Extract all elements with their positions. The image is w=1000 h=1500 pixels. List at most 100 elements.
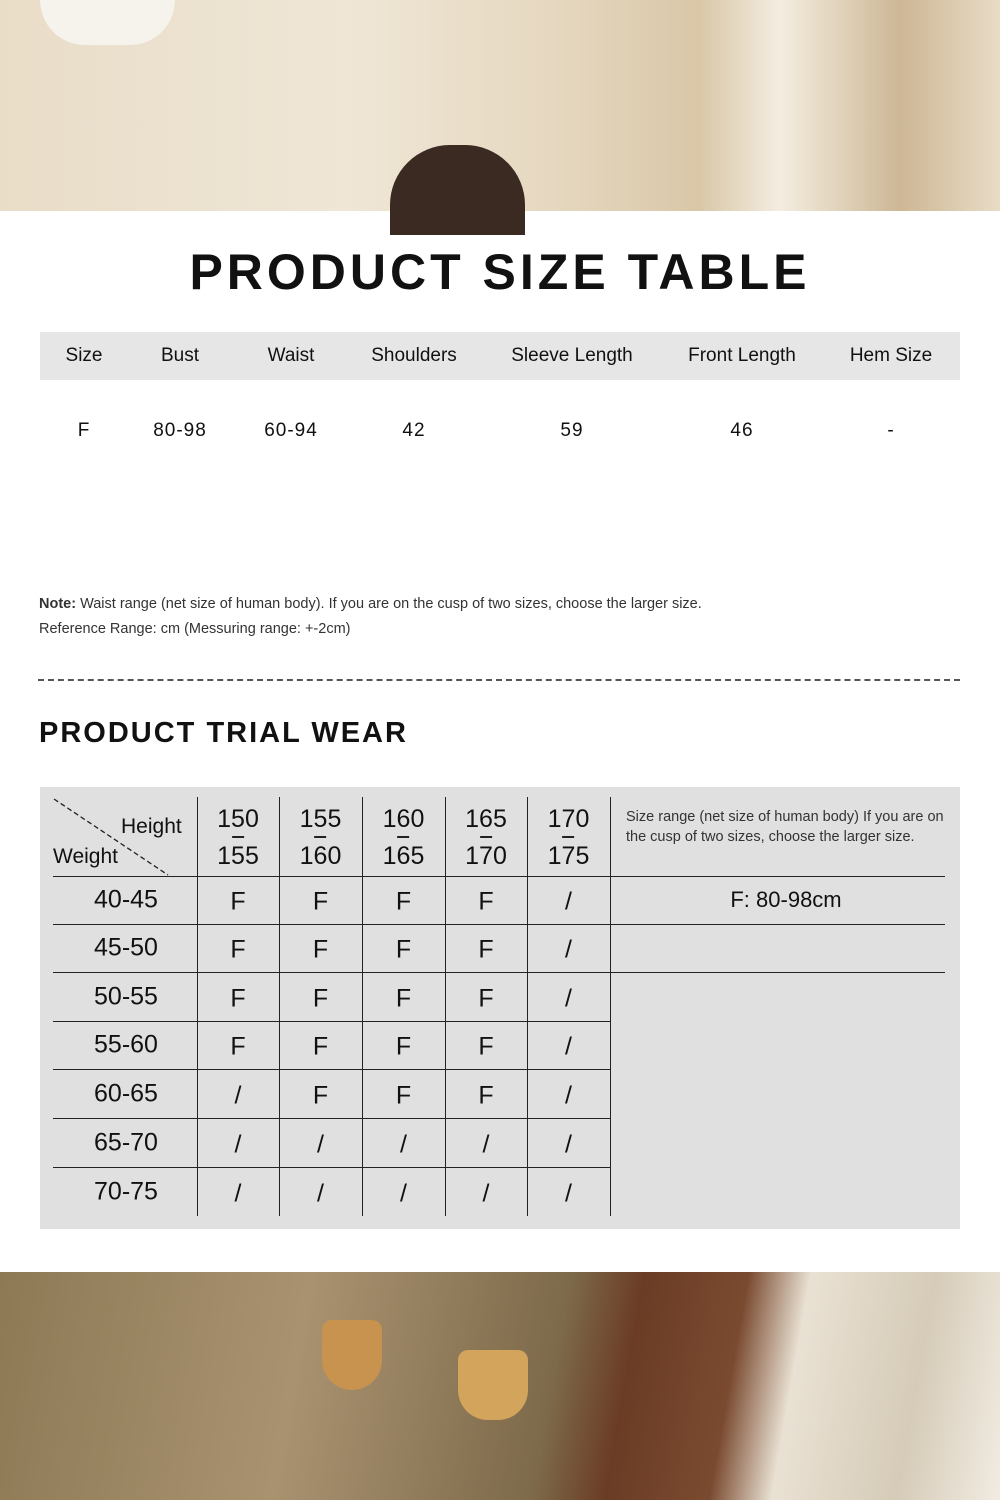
size-value: F: 80-98cm xyxy=(730,887,842,912)
range-dash xyxy=(562,836,575,838)
size-table-title: PRODUCT SIZE TABLE xyxy=(189,244,811,300)
height-from: 155 xyxy=(299,805,342,833)
weight-label: 60-65 xyxy=(94,1079,158,1107)
table-cell: 59 xyxy=(560,420,584,441)
column-header: Hem Size xyxy=(849,345,933,366)
weight-label: 45-50 xyxy=(94,933,158,962)
column-line xyxy=(610,797,611,1216)
height-to: 160 xyxy=(299,842,342,870)
height-to: 170 xyxy=(465,842,507,870)
size-table-header xyxy=(40,332,960,380)
size-cell: F xyxy=(478,984,494,1012)
size-cell: / xyxy=(234,1081,242,1109)
height-to: 165 xyxy=(382,842,425,870)
corner-height-label: Height xyxy=(121,815,182,838)
top-photo xyxy=(0,0,1000,235)
table-cell: - xyxy=(887,420,895,441)
size-cell: / xyxy=(317,1179,324,1207)
table-cell: 46 xyxy=(730,420,754,441)
table-cell: F xyxy=(77,420,91,441)
weight-label: 55-60 xyxy=(94,1030,158,1059)
height-to: 155 xyxy=(217,842,259,870)
weight-label: 65-70 xyxy=(94,1128,158,1156)
table-cell: 80-98 xyxy=(153,420,207,441)
size-cell: / xyxy=(234,1179,242,1207)
size-cell: F xyxy=(478,1081,494,1109)
size-cell: F xyxy=(312,887,329,916)
height-from: 165 xyxy=(465,805,507,833)
table-cell: 42 xyxy=(402,420,426,441)
note-text: Waist range (net size of human body). If… xyxy=(76,596,702,612)
model-head xyxy=(390,145,525,235)
column-header: Sleeve Length xyxy=(511,345,633,366)
reference-range: Reference Range: cm (Messuring range: +-… xyxy=(39,621,351,637)
size-cell: F xyxy=(395,1032,412,1061)
trial-wear-title: PRODUCT TRIAL WEAR xyxy=(39,717,408,749)
table-cell: 60-94 xyxy=(264,420,318,441)
column-line xyxy=(527,797,528,1216)
ceiling-lamp xyxy=(40,0,175,45)
row-line xyxy=(53,1118,610,1119)
column-line xyxy=(445,797,446,1216)
size-cell: F xyxy=(230,1032,246,1061)
column-header: Waist xyxy=(267,345,315,366)
size-cell: / xyxy=(482,1130,490,1158)
size-cell: F xyxy=(478,887,494,916)
size-cell: F xyxy=(312,1032,329,1061)
size-cell: / xyxy=(565,1081,572,1109)
size-cell: / xyxy=(400,1179,407,1207)
size-cell: F xyxy=(478,935,494,964)
size-cell: F xyxy=(230,984,246,1012)
row-line xyxy=(53,1167,610,1168)
weight-label: 40-45 xyxy=(94,885,158,914)
size-cell: F xyxy=(395,935,412,964)
dashed-divider xyxy=(38,679,960,681)
size-cell: F xyxy=(312,935,329,964)
row-line xyxy=(53,972,945,973)
size-cell: F xyxy=(395,887,412,916)
size-cell: / xyxy=(565,1130,572,1158)
row-line xyxy=(53,1021,610,1022)
height-from: 170 xyxy=(547,805,590,833)
note-label: Note: xyxy=(39,596,77,612)
column-header: Shoulders xyxy=(371,345,457,366)
size-cell: F xyxy=(478,1032,494,1061)
weight-label: 70-75 xyxy=(94,1177,158,1205)
size-cell: / xyxy=(565,1032,572,1061)
shoe xyxy=(322,1320,382,1390)
shoe xyxy=(458,1350,528,1420)
size-cell: F xyxy=(312,1081,329,1109)
height-header: 150 155 xyxy=(217,801,259,875)
corner-weight-label: Weight xyxy=(53,845,118,868)
range-dash xyxy=(397,836,410,838)
size-cell: / xyxy=(317,1130,324,1158)
height-header: 160 165 xyxy=(383,801,425,875)
size-cell: / xyxy=(565,1179,572,1207)
size-cell: F xyxy=(312,984,329,1012)
range-dash xyxy=(314,836,327,838)
height-from: 160 xyxy=(382,805,425,833)
size-cell: F xyxy=(230,887,246,916)
column-header: Front Length xyxy=(688,345,796,366)
range-dash xyxy=(480,836,492,838)
height-to: 175 xyxy=(547,842,590,870)
size-cell: F xyxy=(230,935,246,964)
row-line xyxy=(53,1069,610,1070)
note-line: Note: Waist range (net size of human bod… xyxy=(39,596,702,612)
height-from: 150 xyxy=(217,805,259,833)
size-cell: / xyxy=(482,1179,490,1207)
column-header: Bust xyxy=(160,345,200,366)
column-line xyxy=(279,797,280,1216)
column-line xyxy=(197,797,198,1216)
size-cell: / xyxy=(565,887,572,916)
column-header: Size xyxy=(65,345,103,366)
row-line xyxy=(53,924,945,925)
height-header: 165 170 xyxy=(465,801,507,875)
height-header: 170 175 xyxy=(548,801,590,875)
column-line xyxy=(362,797,363,1216)
trial-wear-table xyxy=(40,787,960,1229)
side-note: Size range (net size of human body) If y… xyxy=(626,809,944,845)
size-cell: / xyxy=(565,984,572,1012)
size-cell: / xyxy=(565,935,572,964)
